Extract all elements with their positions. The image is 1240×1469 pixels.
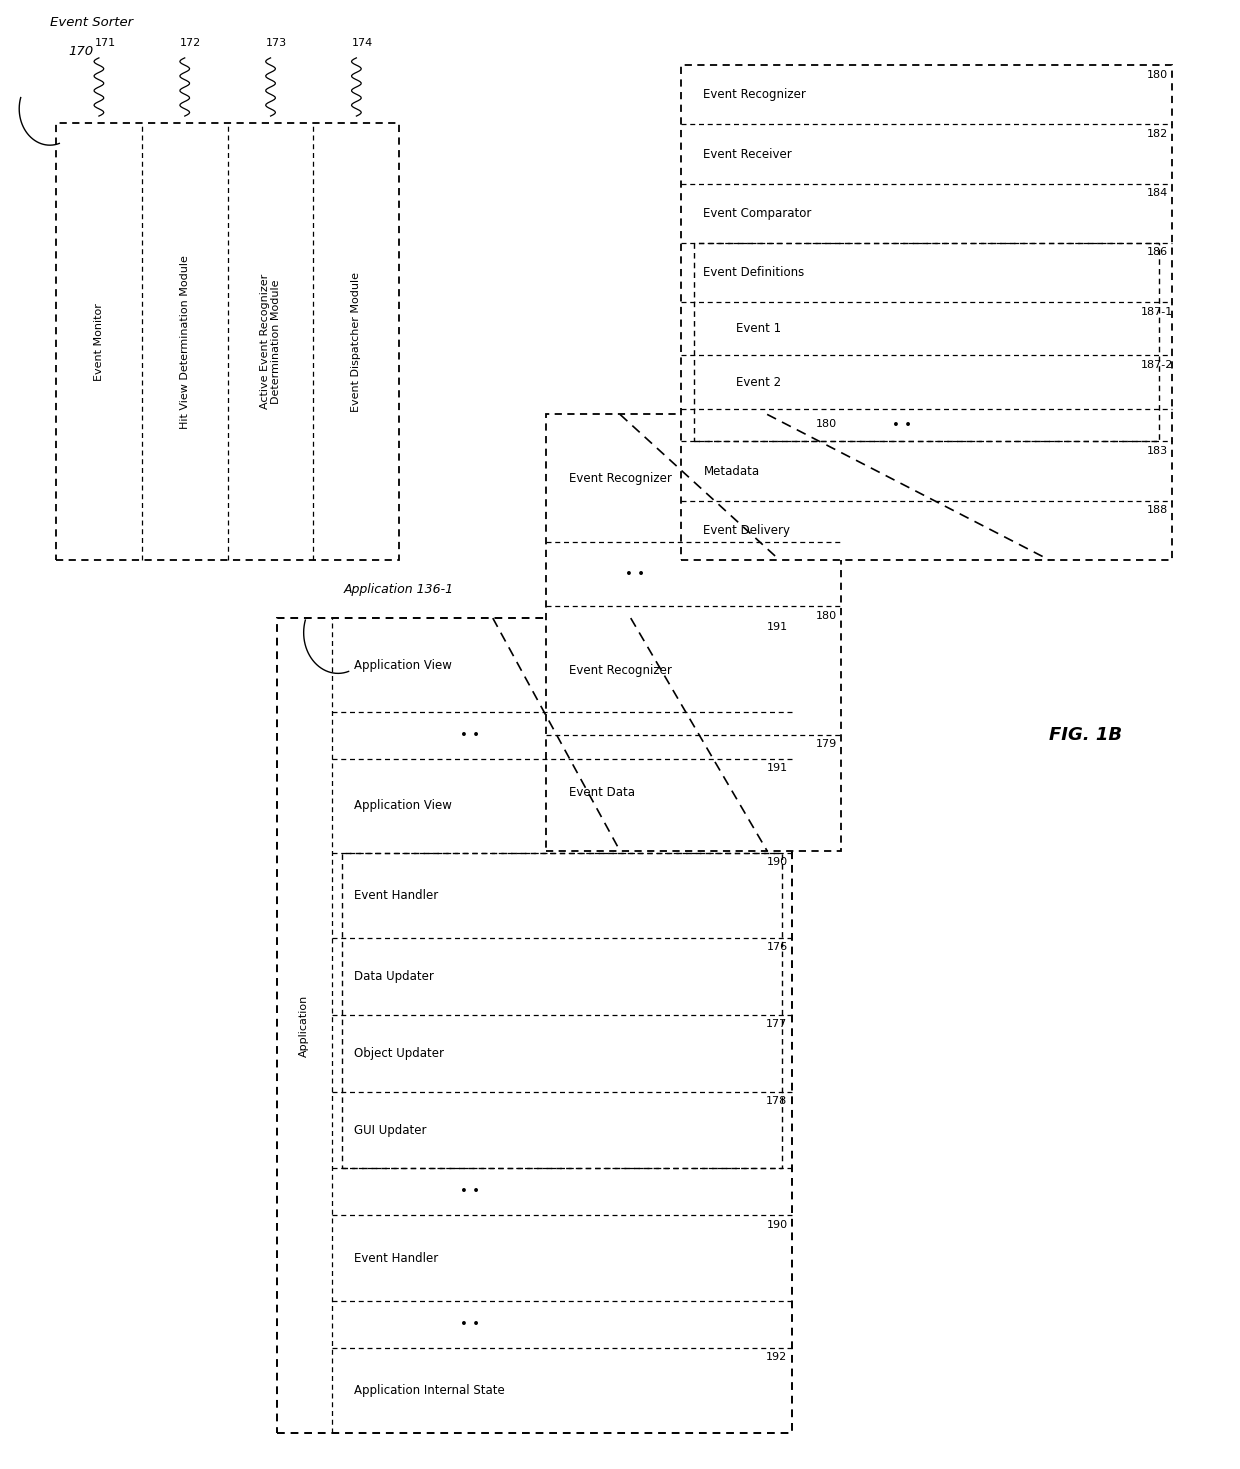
- Text: Active Event Recognizer
Determination Module: Active Event Recognizer Determination Mo…: [259, 275, 281, 410]
- Text: 184: 184: [1147, 188, 1168, 198]
- Text: Event 1: Event 1: [737, 322, 781, 335]
- Text: Event Recognizer: Event Recognizer: [703, 88, 806, 101]
- Text: Application: Application: [299, 995, 309, 1056]
- Text: 191: 191: [766, 764, 787, 773]
- Text: 179: 179: [816, 739, 837, 749]
- Text: 180: 180: [1147, 69, 1168, 79]
- Text: 180: 180: [816, 611, 837, 621]
- Text: Event Receiver: Event Receiver: [703, 147, 792, 160]
- Text: • •: • •: [892, 419, 911, 432]
- Text: 182: 182: [1147, 129, 1168, 138]
- Text: Application Internal State: Application Internal State: [353, 1384, 505, 1397]
- Text: 176: 176: [766, 943, 787, 952]
- Text: Event Delivery: Event Delivery: [703, 524, 790, 536]
- Text: 171: 171: [94, 38, 115, 47]
- Bar: [693, 242, 1159, 441]
- Text: 187-1: 187-1: [1141, 307, 1173, 316]
- Text: Event Recognizer: Event Recognizer: [568, 664, 671, 677]
- Text: Application 136-1: Application 136-1: [345, 583, 454, 596]
- Text: 183: 183: [1147, 445, 1168, 455]
- Text: 190: 190: [766, 1219, 787, 1230]
- Text: Event Dispatcher Module: Event Dispatcher Module: [351, 272, 361, 411]
- Text: Data Updater: Data Updater: [353, 970, 434, 983]
- Text: Event Sorter: Event Sorter: [50, 16, 133, 29]
- Bar: [342, 852, 782, 1168]
- Text: Application View: Application View: [353, 799, 451, 812]
- Text: Event Definitions: Event Definitions: [703, 266, 805, 279]
- Text: 186: 186: [1147, 247, 1168, 257]
- Text: • •: • •: [460, 1185, 480, 1199]
- Text: Metadata: Metadata: [703, 464, 760, 477]
- Bar: [277, 618, 791, 1432]
- Text: • •: • •: [460, 1318, 480, 1331]
- Text: 174: 174: [352, 38, 373, 47]
- Text: GUI Updater: GUI Updater: [353, 1124, 427, 1137]
- Text: 191: 191: [766, 623, 787, 633]
- Text: 172: 172: [180, 38, 201, 47]
- Text: 192: 192: [766, 1351, 787, 1362]
- Text: Object Updater: Object Updater: [353, 1047, 444, 1059]
- Text: Event Handler: Event Handler: [353, 889, 438, 902]
- Text: Event Handler: Event Handler: [353, 1252, 438, 1265]
- Text: Event Data: Event Data: [568, 786, 635, 799]
- Text: • •: • •: [625, 569, 645, 580]
- Text: • •: • •: [460, 729, 480, 742]
- Text: Event Monitor: Event Monitor: [94, 303, 104, 380]
- Text: 188: 188: [1147, 505, 1168, 516]
- Text: Event Recognizer: Event Recognizer: [568, 472, 671, 485]
- Text: Event 2: Event 2: [737, 376, 781, 389]
- Bar: [681, 65, 1172, 560]
- Text: 178: 178: [766, 1096, 787, 1106]
- Text: 177: 177: [766, 1019, 787, 1030]
- Text: 170: 170: [68, 46, 93, 57]
- Text: Event Comparator: Event Comparator: [703, 207, 812, 220]
- Text: Application View: Application View: [353, 658, 451, 671]
- Bar: [56, 123, 399, 560]
- Text: FIG. 1B: FIG. 1B: [1049, 726, 1122, 743]
- Text: Hit View Determination Module: Hit View Determination Module: [180, 254, 190, 429]
- Text: 190: 190: [766, 856, 787, 867]
- Bar: [547, 414, 841, 851]
- Text: 187-2: 187-2: [1141, 360, 1173, 370]
- Text: 173: 173: [267, 38, 288, 47]
- Text: 180: 180: [816, 419, 837, 429]
